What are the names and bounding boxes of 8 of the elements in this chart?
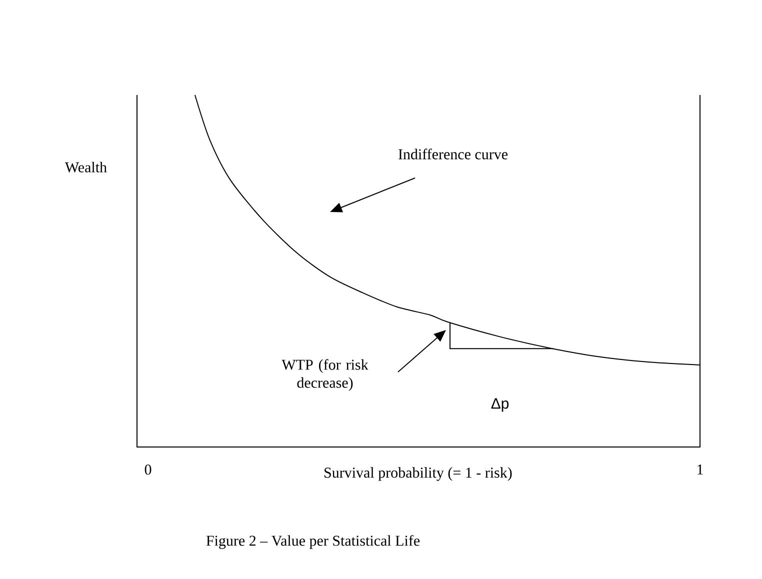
annotation: WTP (for risk decrease) xyxy=(282,359,368,391)
annotation: Indifference curve xyxy=(398,148,508,160)
y-axis-title: Wealth xyxy=(64,162,107,172)
caption: Figure 2 – Value per Statistical Life xyxy=(206,535,420,549)
x-tick-label: 0 xyxy=(144,464,152,475)
x-axis-title: Survival probability (= 1 - risk) xyxy=(324,467,512,481)
x-tick-label: 1 xyxy=(698,464,703,474)
annotation: Δp xyxy=(491,398,509,412)
